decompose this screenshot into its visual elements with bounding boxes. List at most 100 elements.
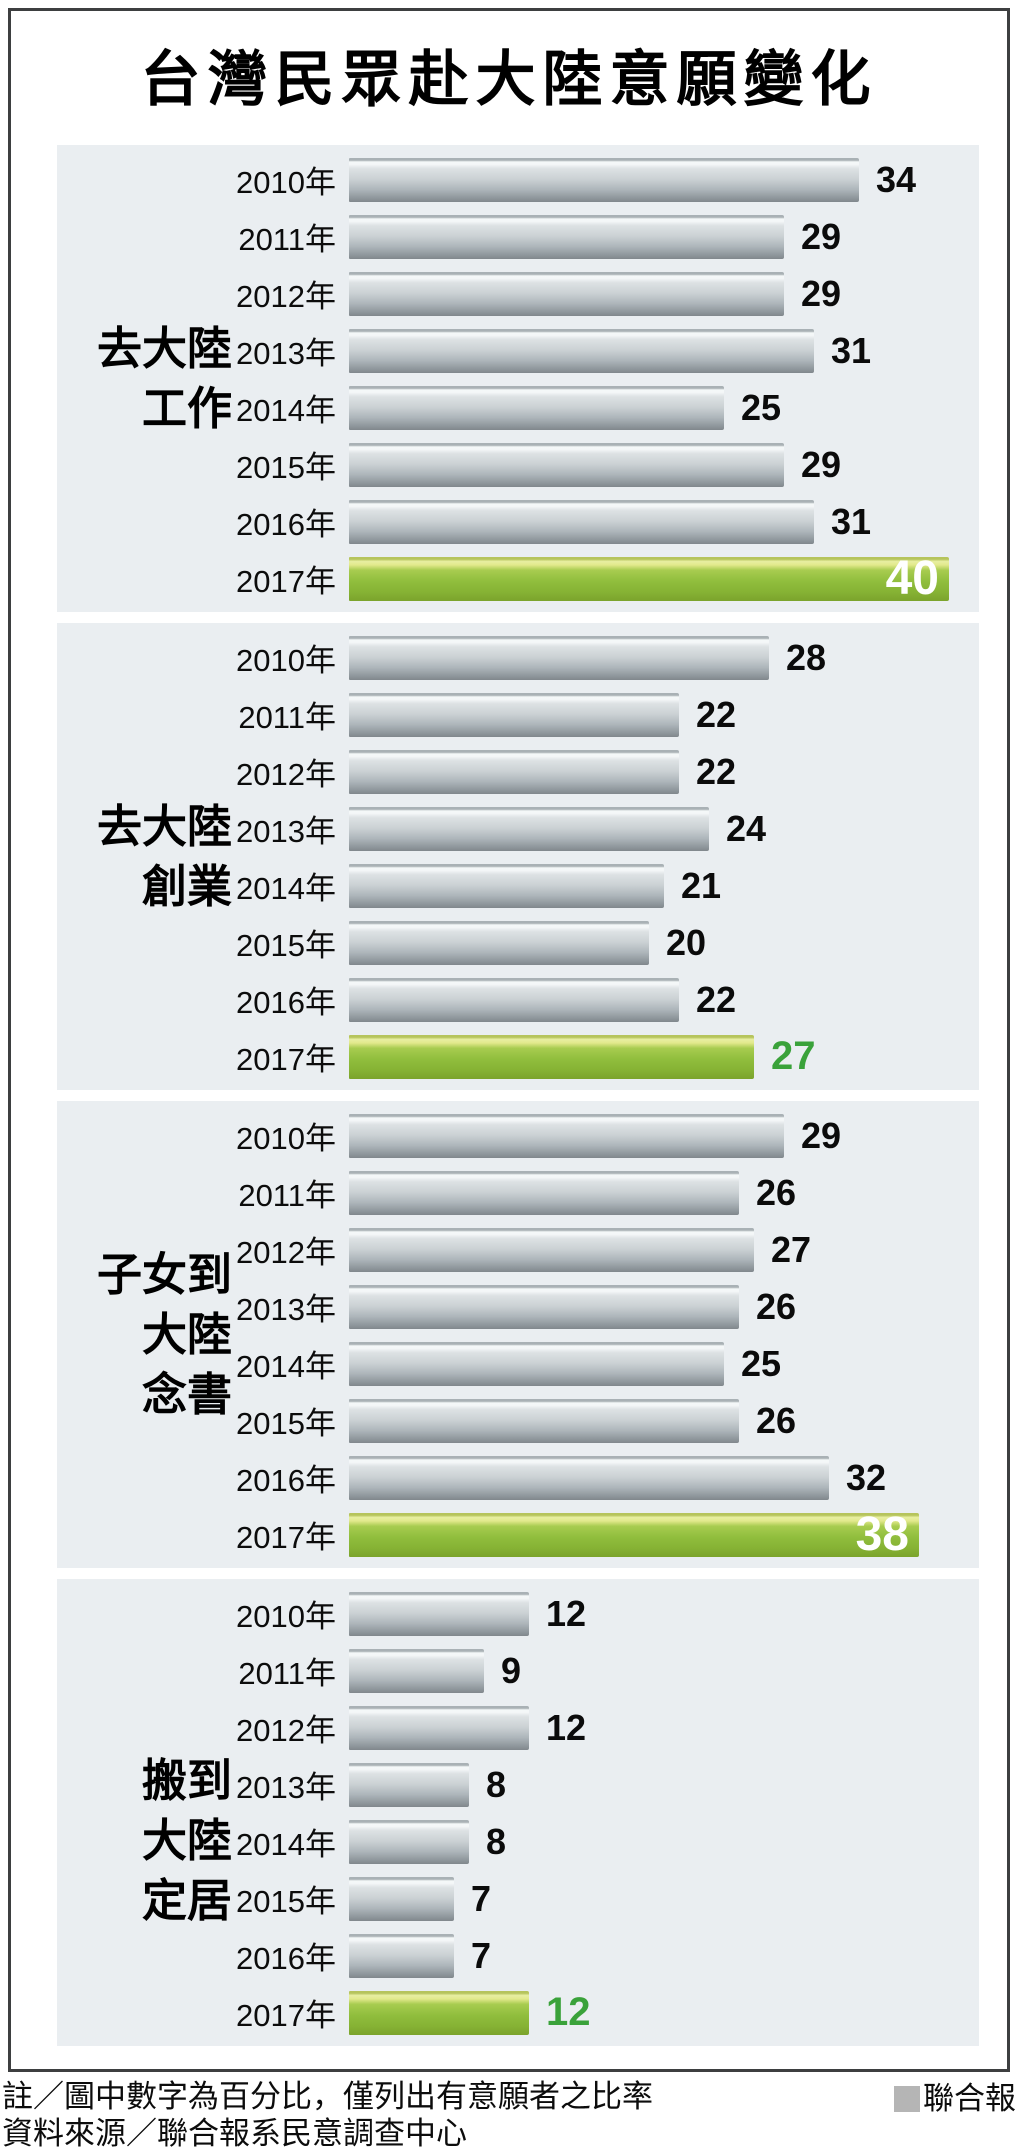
value-label: 29 [801, 272, 842, 314]
year-label: 2013年 [236, 336, 336, 371]
bar-track: 28 [349, 635, 949, 680]
bar-row: 2017年 12 [57, 1984, 979, 2041]
bar-highlight [349, 1990, 529, 2035]
value-label: 26 [756, 1285, 797, 1327]
bar [349, 328, 814, 373]
year-label: 2012年 [236, 757, 336, 792]
bar [349, 1591, 529, 1636]
bar-row: 2016年 31 [57, 493, 979, 550]
value-label: 28 [786, 636, 827, 678]
bar [349, 692, 679, 737]
bar-track: 27 [349, 1227, 949, 1272]
bar-track: 20 [349, 920, 949, 965]
year-label: 2017年 [236, 1042, 336, 1077]
bar [349, 442, 784, 487]
bar-row: 2011年 9 [57, 1642, 979, 1699]
bar-track: 22 [349, 749, 949, 794]
year-label: 2014年 [236, 393, 336, 428]
bar [349, 1227, 754, 1272]
bar-track: 9 [349, 1648, 949, 1693]
bar-row: 2011年 26 [57, 1164, 979, 1221]
bar [349, 271, 784, 316]
bar-track: 40 [349, 551, 949, 605]
bar [349, 499, 814, 544]
year-label: 2012年 [236, 279, 336, 314]
bar-track: 29 [349, 214, 949, 259]
bar-track: 27 [349, 1034, 949, 1079]
bar [349, 749, 679, 794]
year-label: 2015年 [236, 928, 336, 963]
value-label: 7 [471, 1877, 492, 1919]
bar-row: 2012年 29 [57, 265, 979, 322]
bar-row: 2012年 27 [57, 1221, 979, 1278]
bar [349, 157, 859, 202]
value-label: 29 [801, 443, 842, 485]
chart-title: 台灣民眾赴大陸意願變化 [140, 46, 878, 113]
bar-track: 32 [349, 1455, 949, 1500]
bar-row: 2013年 26 [57, 1278, 979, 1335]
value-label: 25 [741, 386, 782, 428]
bar-row: 2015年 7 [57, 1870, 979, 1927]
year-label: 2010年 [236, 1121, 336, 1156]
bar-rows: 2010年 28 2011年 22 2012年 22 2013年 24 2014年 21 2015年… [57, 629, 979, 1085]
bar-row: 2010年 29 [57, 1107, 979, 1164]
bar [349, 977, 679, 1022]
bar [349, 1876, 454, 1921]
bar-track: 25 [349, 1341, 949, 1386]
bar [349, 1762, 469, 1807]
bar-row: 2013年 24 [57, 800, 979, 857]
bar [349, 1819, 469, 1864]
footer: 註／圖中數字為百分比，僅列出有意願者之比率 資料來源／聯合報系民意調查中心 聯合… [2, 2078, 1016, 2152]
bar-track: 38 [349, 1510, 949, 1558]
chart-panel-3: 子女到 大陸 念書 2010年 29 2011年 26 2012年 27 2013年 26 2014年… [57, 1101, 979, 1568]
bar-track: 12 [349, 1990, 949, 2035]
value-label: 22 [696, 693, 737, 735]
year-label: 2013年 [236, 1770, 336, 1805]
value-label: 31 [831, 329, 872, 371]
bar [349, 214, 784, 259]
value-label: 22 [696, 750, 737, 792]
value-label: 34 [876, 158, 917, 200]
value-label: 25 [741, 1342, 782, 1384]
series-label: 去大陸 工作 [96, 322, 232, 434]
bar-track: 26 [349, 1398, 949, 1443]
bar-track: 24 [349, 806, 949, 851]
bar-track: 26 [349, 1170, 949, 1215]
value-label: 12 [546, 1592, 587, 1634]
year-label: 2017年 [236, 564, 336, 599]
value-label: 8 [486, 1763, 507, 1805]
chart-panel-1: 去大陸 工作 2010年 34 2011年 29 2012年 29 2013年 31 2014年 25… [57, 145, 979, 612]
bar-row: 2010年 34 [57, 151, 979, 208]
value-label: 32 [846, 1456, 887, 1498]
bar-track: 22 [349, 692, 949, 737]
year-label: 2017年 [236, 1520, 336, 1555]
footer-note: 註／圖中數字為百分比，僅列出有意願者之比率 [2, 2079, 653, 2114]
bar-row: 2010年 12 [57, 1585, 979, 1642]
year-label: 2010年 [236, 1599, 336, 1634]
bar-rows: 2010年 34 2011年 29 2012年 29 2013年 31 2014年 25 2015年… [57, 151, 979, 607]
bar [349, 1284, 739, 1329]
year-label: 2017年 [236, 1998, 336, 2033]
bar [349, 1648, 484, 1693]
value-label: 9 [501, 1649, 522, 1691]
year-label: 2015年 [236, 1406, 336, 1441]
bar-row: 2016年 7 [57, 1927, 979, 1984]
bar [349, 385, 724, 430]
year-label: 2014年 [236, 1827, 336, 1862]
bar-row: 2015年 29 [57, 436, 979, 493]
year-label: 2010年 [236, 643, 336, 678]
series-label: 去大陸 創業 [96, 800, 232, 912]
bar [349, 1170, 739, 1215]
bar [349, 1113, 784, 1158]
bar [349, 635, 769, 680]
value-label: 40 [885, 551, 939, 605]
value-label: 7 [471, 1934, 492, 1976]
year-label: 2011年 [238, 1656, 336, 1691]
bar-row: 2017年 38 [57, 1506, 979, 1563]
value-label: 12 [546, 1706, 587, 1748]
bar-row: 2017年 27 [57, 1028, 979, 1085]
year-label: 2013年 [236, 1292, 336, 1327]
bar-track: 12 [349, 1705, 949, 1750]
bar-highlight: 38 [349, 1510, 919, 1558]
